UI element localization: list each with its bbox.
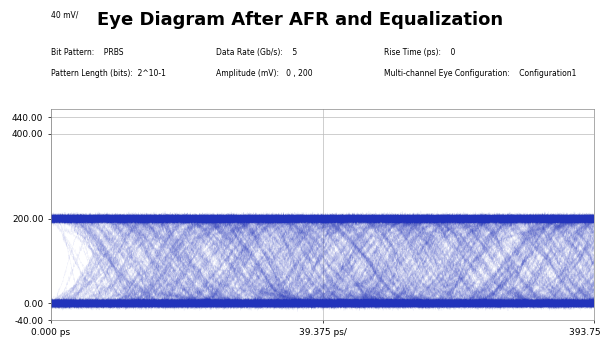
Text: Rise Time (ps):    0: Rise Time (ps): 0 (384, 48, 455, 57)
Text: Eye Diagram After AFR and Equalization: Eye Diagram After AFR and Equalization (97, 11, 503, 29)
Text: 40 mV/: 40 mV/ (51, 11, 79, 20)
Text: Data Rate (Gb/s):    5: Data Rate (Gb/s): 5 (216, 48, 297, 57)
Text: Multi-channel Eye Configuration:    Configuration1: Multi-channel Eye Configuration: Configu… (384, 69, 577, 78)
Text: Pattern Length (bits):  2^10-1: Pattern Length (bits): 2^10-1 (51, 69, 166, 78)
Text: Bit Pattern:    PRBS: Bit Pattern: PRBS (51, 48, 124, 57)
Text: Amplitude (mV):   0 , 200: Amplitude (mV): 0 , 200 (216, 69, 313, 78)
